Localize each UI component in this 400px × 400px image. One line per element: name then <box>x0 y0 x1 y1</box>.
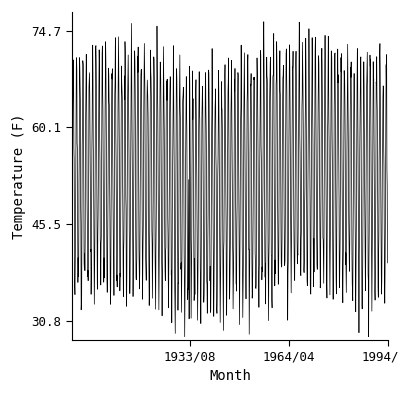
Y-axis label: Temperature (F): Temperature (F) <box>12 113 26 239</box>
X-axis label: Month: Month <box>209 369 251 383</box>
